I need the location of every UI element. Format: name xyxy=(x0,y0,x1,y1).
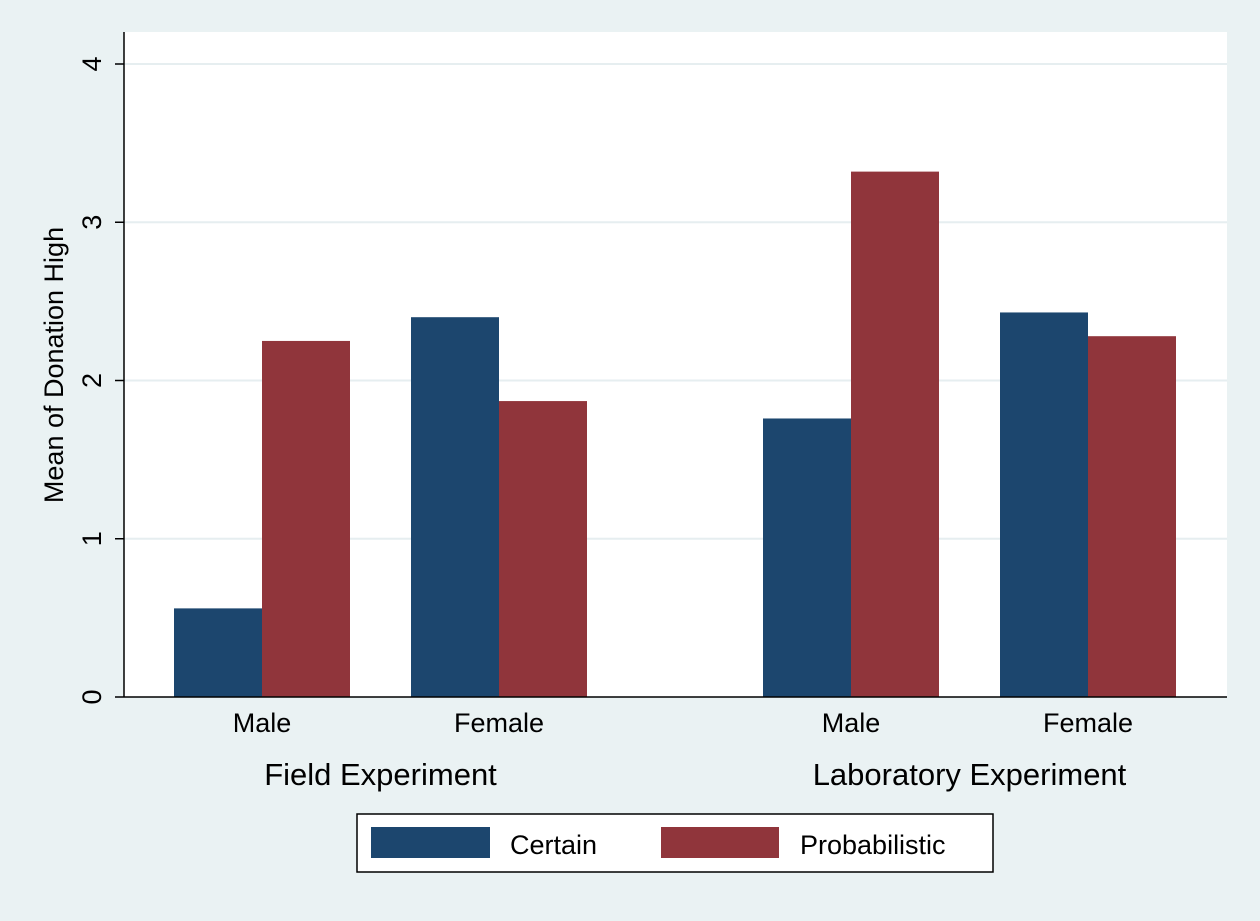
bar-laboratory-female-probabilistic xyxy=(1088,336,1176,697)
y-tick-label-1: 1 xyxy=(77,531,107,546)
legend: Certain Probabilistic xyxy=(356,813,994,873)
y-tick-label-0: 0 xyxy=(77,689,107,704)
group-label-laboratory: Laboratory Experiment xyxy=(813,757,1127,792)
bar-field-female-probabilistic xyxy=(499,401,587,697)
x-axis-labels: Male Female Field Experiment Male Female Labo… xyxy=(233,708,1133,792)
y-axis-label: Mean of Donation High xyxy=(39,227,69,503)
category-label-male: Male xyxy=(233,708,292,738)
y-tick-label-2: 2 xyxy=(77,373,107,388)
bar-field-female-certain xyxy=(411,317,499,697)
bars xyxy=(174,171,1176,698)
bar-field-male-certain xyxy=(174,608,262,697)
y-tick-label-4: 4 xyxy=(77,56,107,71)
category-label-male: Male xyxy=(822,708,881,738)
bar-laboratory-male-certain xyxy=(763,418,851,697)
group-label-field: Field Experiment xyxy=(264,757,497,792)
legend-label-probabilistic: Probabilistic xyxy=(800,830,946,860)
bar-laboratory-male-probabilistic xyxy=(851,171,939,698)
legend-swatch-probabilistic xyxy=(661,827,779,858)
bar-laboratory-female-certain xyxy=(1000,312,1088,697)
bar-field-male-probabilistic xyxy=(262,340,350,697)
category-label-female: Female xyxy=(1043,708,1133,738)
category-label-female: Female xyxy=(454,708,544,738)
legend-swatch-certain xyxy=(371,827,490,858)
legend-label-certain: Certain xyxy=(510,830,597,860)
y-axis-ticks: 0 1 2 3 4 xyxy=(77,56,124,705)
y-tick-label-3: 3 xyxy=(77,215,107,230)
